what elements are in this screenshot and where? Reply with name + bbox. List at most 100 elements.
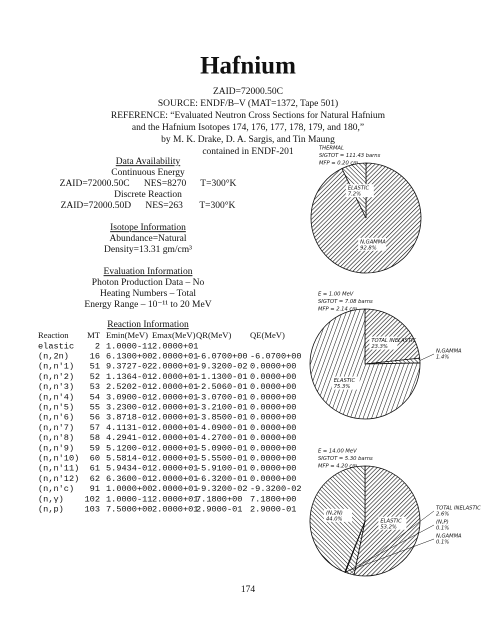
slice-name: (N,P): [436, 520, 449, 526]
table-cell: 3.2300-01: [106, 402, 152, 412]
table-cell: -2.5060-01: [196, 382, 248, 392]
header-line: and the Hafnium Isotopes 174, 176, 177, …: [132, 122, 364, 133]
table-cell: 2: [95, 341, 100, 351]
table-cell: 2.0000+01: [152, 372, 198, 382]
table-cell: (n,n'10): [38, 453, 79, 463]
table-cell: (n,n'1): [38, 362, 74, 372]
section-line: ZAID=72000.50C NES=8270 T=300°K: [60, 178, 237, 189]
label-box: [323, 508, 352, 522]
label-box: [331, 376, 360, 390]
table-cell: 0.0000+00: [250, 433, 296, 443]
table-cell: 2.0000+01: [152, 494, 198, 504]
slice-name: N,GAMMA: [436, 534, 462, 540]
table-cell: 2.0000+01: [152, 382, 198, 392]
table-cell: 3.0900-01: [106, 392, 152, 402]
leader-line: [349, 510, 435, 575]
slice-name: N,GAMMA: [436, 349, 462, 355]
table-cell: (n,n'7): [38, 423, 74, 433]
table-cell: 54: [90, 392, 100, 402]
table-cell: 58: [90, 433, 100, 443]
table-cell: 1.0000-11: [106, 494, 152, 504]
table-cell: 91: [90, 484, 100, 494]
table-cell: 4.1131-01: [106, 423, 152, 433]
header-line: contained in ENDF-201: [202, 147, 294, 157]
slice-label: 53.2%: [380, 524, 397, 530]
column-header: Emin(MeV): [106, 330, 148, 340]
table-cell: -6.0700+00: [250, 351, 302, 361]
table-cell: 7.1800+00: [196, 494, 242, 504]
table-cell: 57: [90, 423, 100, 433]
table-cell: (n,n'6): [38, 413, 74, 423]
label-box: [369, 336, 398, 350]
table-cell: -5.0900-01: [196, 443, 248, 453]
table-cell: 6.1300+00: [106, 351, 152, 361]
table-cell: 7.5000+00: [106, 504, 152, 514]
table-cell: 59: [90, 443, 100, 453]
table-cell: -9.3200-02: [250, 484, 302, 494]
section-line: Discrete Reaction: [114, 190, 182, 200]
slice-name: ELASTIC: [348, 186, 370, 192]
slice-label: 23.3%: [371, 344, 388, 350]
table-cell: 0.0000+00: [250, 423, 296, 433]
section-line: Heating Numbers – Total: [100, 289, 196, 299]
table-cell: -3.2100-01: [196, 402, 248, 412]
table-cell: 2.0000+01: [152, 341, 198, 351]
table-cell: 2.0000+01: [152, 443, 198, 453]
table-cell: 9.3727-02: [106, 362, 152, 372]
table-cell: 51: [90, 362, 100, 372]
table-cell: 6.3600-01: [106, 474, 152, 484]
pie-caption: SIGTOT = 7.08 barns: [318, 299, 373, 305]
table-cell: -5.5500-01: [196, 453, 248, 463]
column-header: Emax(MeV): [152, 330, 196, 340]
section-line: Density=13.31 gm/cm³: [104, 245, 192, 255]
pie-caption: E = 1.00 MeV: [318, 292, 354, 298]
header-line: ZAID=72000.50C: [213, 87, 283, 97]
table-cell: 5.1200-01: [106, 443, 152, 453]
table-cell: -5.9100-01: [196, 464, 248, 474]
table-cell: 55: [90, 402, 100, 412]
header-line: SOURCE: ENDF/B–V (MAT=1372, Tape 501): [158, 98, 338, 109]
table-cell: -3.8500-01: [196, 413, 248, 423]
table-cell: 103: [85, 504, 100, 514]
table-cell: (n,n'11): [38, 464, 79, 474]
slice-label: 0.1%: [436, 540, 449, 546]
table-cell: (n,n'2): [38, 372, 74, 382]
table-cell: -6.3200-01: [196, 474, 248, 484]
table-cell: 2.0000+01: [152, 474, 198, 484]
slice-label: 44.0%: [326, 516, 343, 522]
table-cell: 0.0000+00: [250, 362, 296, 372]
pie-caption: MFP = 2.14 cm: [318, 307, 357, 313]
table-cell: -1.1300-01: [196, 372, 248, 382]
table-cell: 4.2941-01: [106, 433, 152, 443]
section-line: ZAID=72000.50D NES=263 T=300°K: [61, 200, 236, 211]
slice-label: 75.3%: [334, 384, 351, 390]
section-line: Abundance=Natural: [109, 234, 186, 244]
table-cell: 0.0000+00: [250, 464, 296, 474]
header-line: by M. K. Drake, D. A. Sargis, and Tin Ma…: [161, 135, 335, 145]
section-heading: Evaluation Information: [104, 266, 193, 277]
table-cell: -4.2700-01: [196, 433, 248, 443]
table-cell: 2.0000+01: [152, 402, 198, 412]
column-header: MT: [87, 330, 101, 340]
column-header: Reaction: [38, 330, 69, 340]
table-cell: -4.0900-01: [196, 423, 248, 433]
section-heading: Data Availability: [116, 157, 181, 167]
slice-label: 2.6%: [436, 512, 449, 518]
page-title: Hafnium: [200, 53, 296, 80]
table-cell: (n,p): [38, 504, 64, 514]
table-cell: 1.1364-01: [106, 372, 152, 382]
table-cell: 0.0000+00: [250, 443, 296, 453]
table-cell: (n,n'9): [38, 443, 74, 453]
table-cell: 3.8718-01: [106, 413, 152, 423]
pie-caption: THERMAL: [319, 146, 344, 152]
slice-name: N,GAMMA: [360, 239, 386, 245]
table-cell: 102: [85, 494, 100, 504]
slice-name: TOTAL INELASTIC: [436, 506, 481, 512]
table-cell: -9.3200-02: [196, 362, 248, 372]
table-cell: 7.1800+00: [250, 494, 296, 504]
table-cell: (n,n'3): [38, 382, 74, 392]
table-cell: 0.0000+00: [250, 382, 296, 392]
table-cell: 2.0000+01: [152, 484, 198, 494]
table-cell: 53: [90, 382, 100, 392]
